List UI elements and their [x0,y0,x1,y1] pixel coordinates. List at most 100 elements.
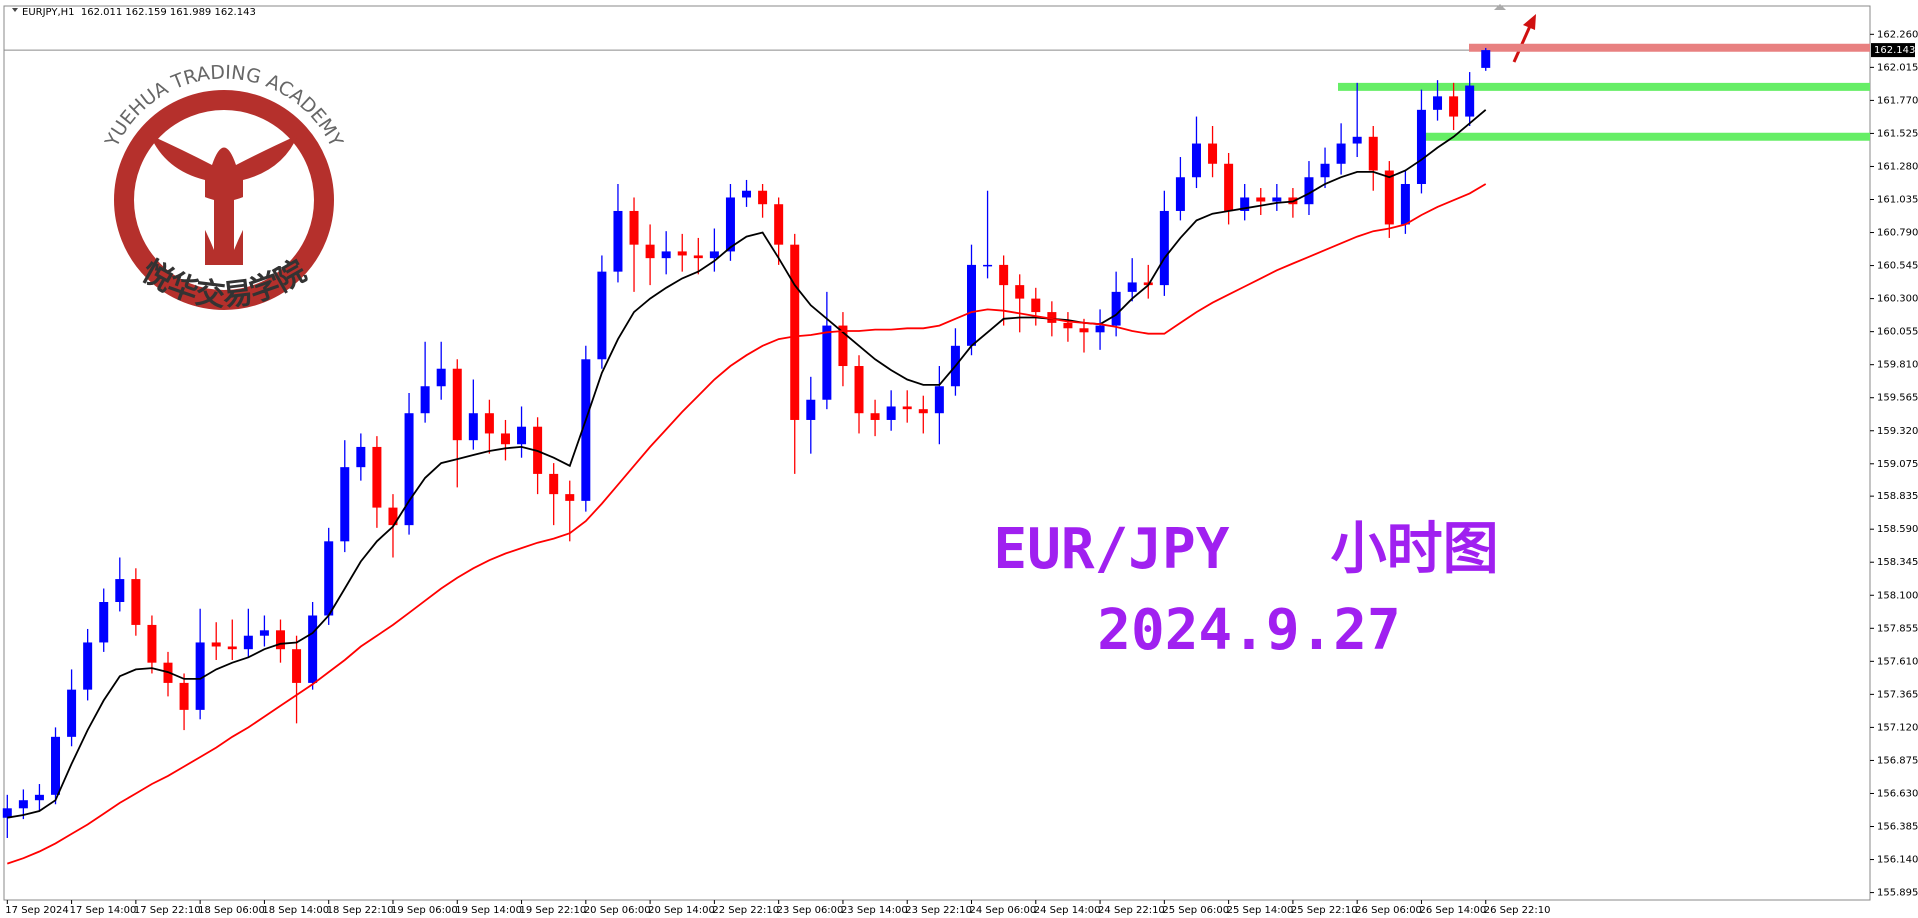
annotation: 2024.9.27 [1097,598,1400,663]
candle-body [1047,312,1057,323]
y-tick-label: 159.320 [1877,426,1918,437]
candle-body [999,264,1009,286]
candle-body [758,190,768,205]
candle-body [1416,109,1426,184]
x-tick-label: 19 Sep 22:10 [520,905,587,916]
y-tick-label: 158.835 [1877,491,1918,502]
candle-body [934,386,944,414]
y-tick-label: 162.260 [1877,29,1918,40]
candle-body [468,413,478,441]
y-tick-label: 157.855 [1877,623,1918,634]
candle-body [211,642,221,647]
candle-body [854,366,864,414]
candle-body [484,413,494,434]
x-tick-label: 25 Sep 14:00 [1227,905,1294,916]
candle-body [1336,143,1346,164]
candle-body [1015,285,1025,299]
candle-body [51,736,61,795]
candle-body [500,433,510,445]
candle-body [115,579,125,602]
y-tick-label: 156.875 [1877,755,1918,766]
candle-body [67,689,77,737]
x-tick-label: 20 Sep 06:00 [584,905,651,916]
candle-body [597,271,607,360]
candle-body [1208,143,1218,164]
candle-body [1063,322,1073,329]
candle-body [1175,177,1185,211]
candle-body [613,210,623,272]
y-tick-label: 160.790 [1877,228,1918,239]
y-tick-label: 158.100 [1877,590,1918,601]
x-tick-label: 23 Sep 06:00 [777,905,844,916]
shift-marker [1494,4,1506,10]
candle-body [147,624,157,663]
candle-body [1352,136,1362,144]
header: EURJPY,H1 162.011 162.159 161.989 162.14… [22,7,256,18]
candle-body [1111,291,1121,326]
candle-body [918,409,928,414]
x-tick-label: 22 Sep 22:10 [712,905,779,916]
candle-body [1320,163,1330,178]
candle-body [677,251,687,256]
candle-body [243,635,253,650]
candle-body [774,204,784,245]
x-tick-label: 17 Sep 14:00 [70,905,137,916]
y-tick-label: 155.895 [1877,888,1918,899]
candle-body [259,630,269,636]
candle-body [661,251,671,259]
y-tick-label: 161.525 [1877,128,1918,139]
moving-average [7,183,1487,865]
y-tick-label: 159.810 [1877,360,1918,371]
candle-body [404,413,414,526]
x-tick-label: 17 Sep 2024 [5,905,68,916]
x-tick-label: 20 Sep 14:00 [648,905,715,916]
y-tick-label: 158.345 [1877,557,1918,568]
candle-body [1449,96,1459,117]
x-tick-label: 24 Sep 14:00 [1034,905,1101,916]
candle-body [179,682,189,710]
candle-body [1272,197,1282,202]
candle-body [292,649,302,683]
candle-body [1465,85,1475,117]
moving-average [7,109,1487,819]
candle-body [34,794,44,801]
y-tick-label: 160.545 [1877,261,1918,272]
x-tick-label: 18 Sep 06:00 [198,905,265,916]
x-tick-label: 25 Sep 22:10 [1291,905,1358,916]
x-tick-label: 24 Sep 06:00 [970,905,1037,916]
candle-body [372,446,382,508]
y-tick-label: 157.365 [1877,689,1918,700]
x-tick-label: 26 Sep 22:10 [1484,905,1551,916]
candle-body [452,368,462,441]
candle-body [645,244,655,259]
x-tick-label: 18 Sep 14:00 [262,905,329,916]
candle-body [1224,163,1234,211]
candle-body [1304,177,1314,205]
y-tick-label: 161.035 [1877,194,1918,205]
x-tick-label: 25 Sep 06:00 [1162,905,1229,916]
y-tick-label: 156.385 [1877,822,1918,833]
y-tick-label: 160.055 [1877,327,1918,338]
y-tick-label: 160.300 [1877,294,1918,305]
candle-body [629,210,639,245]
candle-body [324,541,334,616]
logo: YUEHUA TRADING ACADEMY 悦华交易学院 [101,61,348,313]
candle-body [18,800,28,809]
candle-body [195,642,205,710]
logo-cut [175,180,273,250]
candle-body [420,386,430,414]
y-tick-label: 157.120 [1877,722,1918,733]
candle-body [275,630,285,650]
candle-body [356,446,366,468]
candle-body [1481,50,1491,68]
price-box [1871,43,1915,58]
candle-body [886,406,896,420]
candle-body [693,255,703,259]
candle-body [436,368,446,387]
candle-body [1127,282,1137,292]
y-tick-label: 162.015 [1877,62,1918,73]
candle-body [967,264,976,346]
candle-body [725,197,735,252]
x-tick-label: 23 Sep 14:00 [841,905,908,916]
